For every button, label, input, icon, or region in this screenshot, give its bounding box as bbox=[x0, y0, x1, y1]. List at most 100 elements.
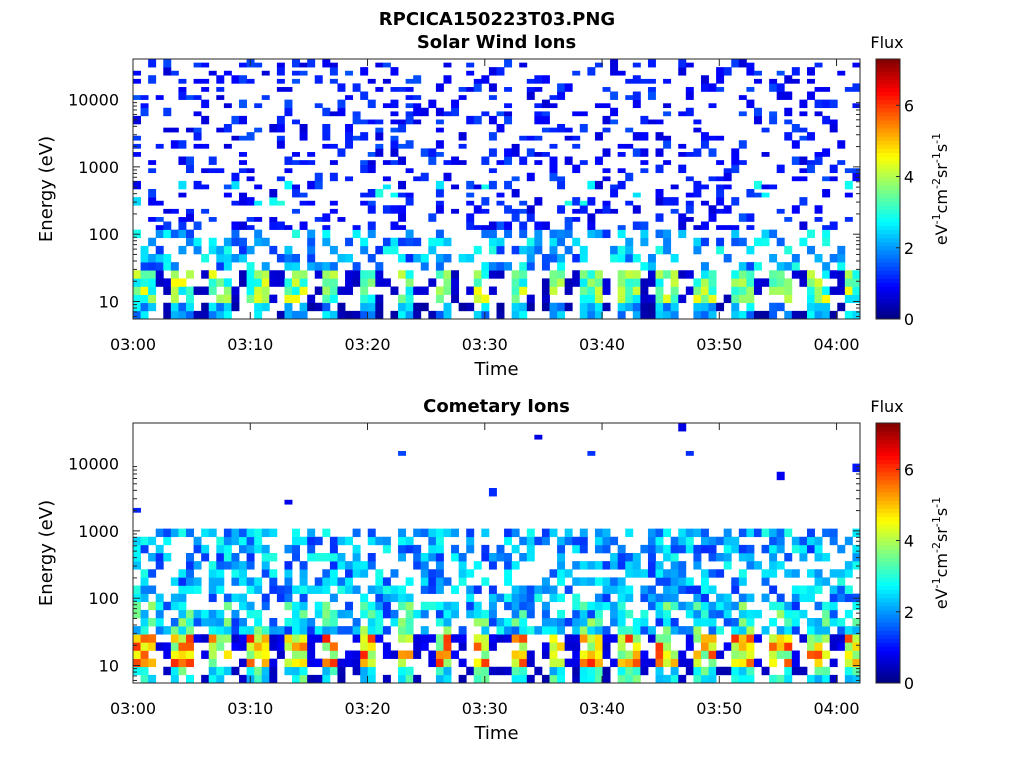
heatmap-cell bbox=[367, 601, 376, 611]
heatmap-cell bbox=[254, 577, 263, 586]
heatmap-cell bbox=[473, 83, 482, 92]
heatmap-cell bbox=[216, 642, 225, 651]
heatmap-cell bbox=[572, 634, 581, 643]
colorbar-swatch bbox=[876, 189, 900, 194]
heatmap-cell bbox=[640, 132, 649, 141]
colorbar-tick-label: 0 bbox=[904, 310, 914, 329]
heatmap-cell bbox=[700, 184, 709, 190]
heatmap-cell bbox=[329, 67, 338, 76]
heatmap-cell bbox=[223, 70, 232, 76]
heatmap-cell bbox=[239, 577, 247, 586]
heatmap-cell bbox=[579, 205, 588, 214]
heatmap-cell bbox=[617, 626, 626, 635]
heatmap-cell bbox=[670, 254, 679, 263]
heatmap-cell bbox=[473, 205, 482, 214]
heatmap-cell bbox=[398, 650, 407, 659]
heatmap-cell bbox=[292, 278, 300, 287]
colorbar-swatch bbox=[876, 622, 900, 627]
heatmap-cell bbox=[731, 626, 740, 635]
heatmap-cell bbox=[814, 205, 823, 214]
heatmap-cell bbox=[276, 270, 285, 279]
heatmap-cell bbox=[155, 601, 164, 611]
heatmap-cell bbox=[640, 626, 649, 635]
heatmap-cell bbox=[534, 135, 543, 141]
heatmap-cell bbox=[435, 666, 444, 676]
heatmap-cell bbox=[322, 609, 331, 619]
heatmap-cell bbox=[655, 286, 664, 295]
heatmap-cell bbox=[632, 302, 641, 312]
heatmap-cell bbox=[246, 217, 255, 222]
heatmap-cell bbox=[163, 67, 172, 76]
heatmap-cell bbox=[640, 168, 649, 174]
heatmap-cell bbox=[852, 674, 861, 684]
heatmap-cell bbox=[723, 536, 732, 546]
heatmap-cell bbox=[299, 62, 308, 68]
heatmap-cell bbox=[519, 302, 528, 312]
heatmap-cell bbox=[829, 601, 838, 611]
heatmap-cell bbox=[367, 221, 376, 230]
heatmap-cell bbox=[693, 658, 702, 668]
heatmap-cell bbox=[564, 135, 573, 141]
heatmap-cell bbox=[398, 658, 407, 668]
heatmap-cell bbox=[731, 270, 740, 279]
heatmap-cell bbox=[852, 294, 861, 304]
heatmap-cell bbox=[519, 62, 528, 68]
heatmap-cell bbox=[428, 237, 437, 247]
heatmap-cell bbox=[806, 286, 815, 295]
heatmap-cell bbox=[610, 91, 619, 100]
heatmap-cell bbox=[405, 666, 414, 676]
heatmap-cell bbox=[617, 577, 626, 586]
heatmap-cell bbox=[360, 561, 369, 570]
heatmap-cell bbox=[640, 221, 649, 230]
heatmap-cell bbox=[693, 674, 702, 684]
heatmap-cell bbox=[685, 62, 694, 68]
heatmap-cell bbox=[852, 83, 861, 92]
colorbar-swatch bbox=[876, 581, 900, 586]
heatmap-cell bbox=[678, 213, 687, 222]
heatmap-cell bbox=[670, 601, 679, 611]
heatmap-cell bbox=[647, 593, 656, 603]
heatmap-cell bbox=[844, 585, 853, 594]
heatmap-cell bbox=[572, 278, 581, 287]
heatmap-cell bbox=[791, 569, 800, 578]
heatmap-cell bbox=[223, 192, 232, 198]
colorbar-swatch bbox=[876, 111, 900, 117]
heatmap-cell bbox=[443, 658, 452, 668]
heatmap-cell bbox=[549, 593, 558, 603]
heatmap-cell bbox=[254, 544, 263, 554]
heatmap-cell bbox=[806, 245, 815, 255]
heatmap-cell bbox=[133, 278, 141, 287]
heatmap-cell bbox=[723, 553, 732, 562]
heatmap-cell bbox=[284, 642, 293, 651]
heatmap-cell bbox=[640, 229, 649, 239]
heatmap-cell bbox=[776, 601, 785, 611]
heatmap-cell bbox=[186, 302, 194, 312]
heatmap-cell bbox=[375, 143, 384, 149]
heatmap-cell bbox=[360, 237, 369, 247]
heatmap-cell bbox=[557, 666, 566, 676]
heatmap-cell bbox=[572, 197, 581, 206]
heatmap-cell bbox=[367, 561, 376, 570]
heatmap-cell bbox=[678, 528, 687, 538]
heatmap-cell bbox=[587, 451, 596, 456]
heatmap-cell bbox=[708, 135, 717, 141]
heatmap-cell bbox=[738, 553, 747, 562]
heatmap-cell bbox=[443, 618, 452, 627]
heatmap-cell bbox=[413, 310, 422, 320]
heatmap-cell bbox=[481, 544, 490, 554]
heatmap-cell bbox=[685, 200, 694, 206]
heatmap-cell bbox=[784, 310, 793, 320]
heatmap-cell bbox=[519, 642, 528, 651]
heatmap-cell bbox=[700, 544, 709, 554]
heatmap-cell bbox=[844, 180, 853, 190]
heatmap-cell bbox=[814, 302, 823, 312]
heatmap-cell bbox=[322, 528, 331, 538]
heatmap-cell bbox=[413, 237, 422, 247]
heatmap-cell bbox=[466, 302, 475, 312]
heatmap-cell bbox=[693, 561, 702, 570]
heatmap-cell bbox=[443, 634, 452, 643]
heatmap-cell bbox=[314, 302, 323, 312]
heatmap-cell bbox=[435, 180, 444, 190]
heatmap-cell bbox=[746, 674, 755, 684]
heatmap-cell bbox=[670, 561, 679, 570]
